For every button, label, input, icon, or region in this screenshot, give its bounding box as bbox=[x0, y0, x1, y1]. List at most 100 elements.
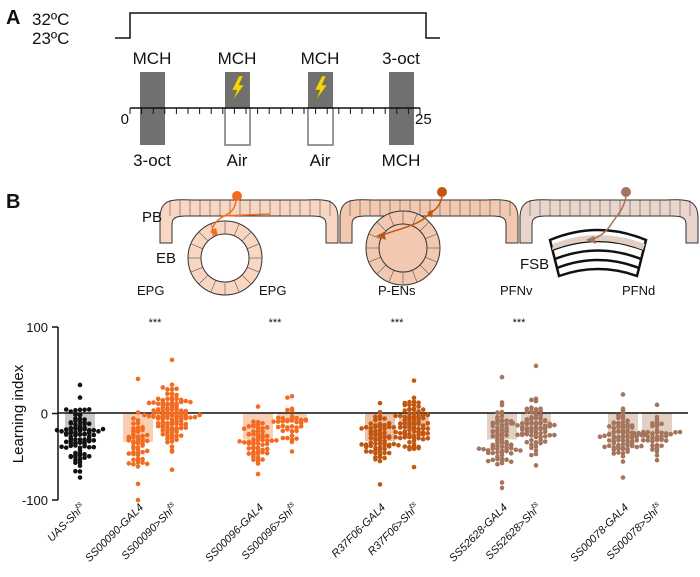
data-point bbox=[188, 399, 193, 405]
neuron-terminal bbox=[376, 232, 386, 240]
x-tick-label: UAS-Shits bbox=[43, 500, 88, 545]
data-point bbox=[411, 378, 417, 383]
data-point bbox=[411, 464, 417, 470]
data-point bbox=[542, 425, 548, 431]
data-point bbox=[382, 450, 387, 456]
data-point bbox=[275, 415, 281, 421]
data-point bbox=[68, 421, 74, 426]
eb-label: EB bbox=[156, 250, 176, 267]
data-point bbox=[303, 417, 309, 423]
y-axis-label: Learning index bbox=[10, 364, 27, 463]
temperature-trace bbox=[115, 12, 440, 39]
data-point bbox=[425, 412, 431, 418]
data-point bbox=[100, 426, 106, 432]
data-point bbox=[178, 397, 184, 403]
data-point bbox=[174, 433, 179, 439]
top-label-3: MCH bbox=[301, 49, 340, 68]
data-point bbox=[151, 400, 156, 405]
data-point bbox=[654, 452, 660, 458]
data-point bbox=[391, 425, 397, 430]
data-point bbox=[420, 412, 426, 418]
data-point bbox=[135, 425, 141, 431]
data-point bbox=[169, 431, 175, 436]
data-point bbox=[289, 424, 295, 429]
data-point bbox=[246, 446, 252, 451]
data-point bbox=[135, 434, 141, 439]
data-point bbox=[82, 417, 87, 422]
eb-segment-line bbox=[425, 233, 438, 240]
data-point bbox=[515, 423, 520, 428]
data-point bbox=[407, 399, 412, 405]
fan-shaped-body-layer bbox=[556, 258, 640, 270]
data-point bbox=[377, 431, 383, 436]
data-point bbox=[490, 433, 496, 439]
data-point bbox=[73, 416, 78, 421]
data-point bbox=[659, 436, 664, 442]
data-point bbox=[183, 398, 189, 404]
data-point bbox=[411, 411, 417, 416]
data-point bbox=[142, 412, 147, 418]
data-point bbox=[285, 435, 290, 441]
data-point bbox=[135, 447, 141, 453]
data-point bbox=[510, 421, 516, 426]
data-point bbox=[620, 459, 626, 464]
data-point bbox=[63, 407, 69, 412]
data-point bbox=[499, 409, 505, 415]
eb-segment-line bbox=[368, 256, 381, 263]
data-point bbox=[86, 436, 92, 442]
data-point bbox=[146, 413, 152, 419]
data-point bbox=[237, 439, 242, 444]
data-point bbox=[402, 408, 408, 413]
data-point bbox=[77, 475, 83, 480]
data-point bbox=[397, 430, 403, 436]
data-point bbox=[650, 432, 655, 438]
data-point bbox=[677, 429, 683, 435]
data-point bbox=[631, 431, 637, 436]
data-point bbox=[625, 428, 630, 434]
data-point bbox=[165, 415, 170, 421]
temp-high-label: 32ºC bbox=[32, 10, 69, 29]
data-point bbox=[260, 433, 265, 438]
data-point bbox=[135, 376, 141, 382]
data-point bbox=[611, 440, 617, 446]
data-point bbox=[131, 445, 136, 451]
x-tick-label: SS00096>Shits bbox=[237, 500, 300, 563]
data-point bbox=[144, 432, 150, 438]
data-point bbox=[298, 420, 304, 426]
data-point bbox=[425, 431, 431, 436]
data-point bbox=[68, 430, 74, 436]
data-point bbox=[135, 410, 141, 415]
data-point bbox=[382, 430, 387, 436]
eb-segment-line bbox=[368, 233, 381, 240]
data-point bbox=[499, 452, 505, 458]
neuron-label-5: PFNd bbox=[622, 283, 655, 298]
data-point bbox=[289, 433, 295, 438]
data-point bbox=[155, 409, 161, 415]
data-point bbox=[82, 437, 87, 442]
data-point bbox=[174, 416, 179, 421]
data-point bbox=[533, 428, 539, 433]
data-point bbox=[77, 469, 83, 474]
data-point bbox=[508, 459, 514, 465]
data-point bbox=[411, 417, 417, 422]
data-point bbox=[499, 444, 505, 449]
data-point bbox=[504, 433, 509, 438]
data-point bbox=[504, 448, 509, 454]
data-point bbox=[416, 400, 421, 406]
data-point bbox=[499, 424, 505, 429]
time-axis-end: 25 bbox=[415, 111, 432, 128]
data-point bbox=[476, 446, 482, 451]
data-point bbox=[73, 422, 78, 427]
ellipsoid-body-center bbox=[200, 233, 250, 283]
data-point bbox=[416, 432, 421, 438]
data-point bbox=[411, 407, 417, 412]
neuron-terminal bbox=[427, 210, 433, 218]
data-point bbox=[393, 434, 398, 440]
eb-segment-line bbox=[190, 266, 203, 273]
data-point bbox=[183, 425, 189, 430]
bottom-label-4: MCH bbox=[382, 151, 421, 170]
data-point bbox=[377, 458, 383, 464]
data-point bbox=[131, 416, 136, 421]
data-point bbox=[407, 407, 412, 412]
eb-segment-line bbox=[376, 264, 387, 275]
